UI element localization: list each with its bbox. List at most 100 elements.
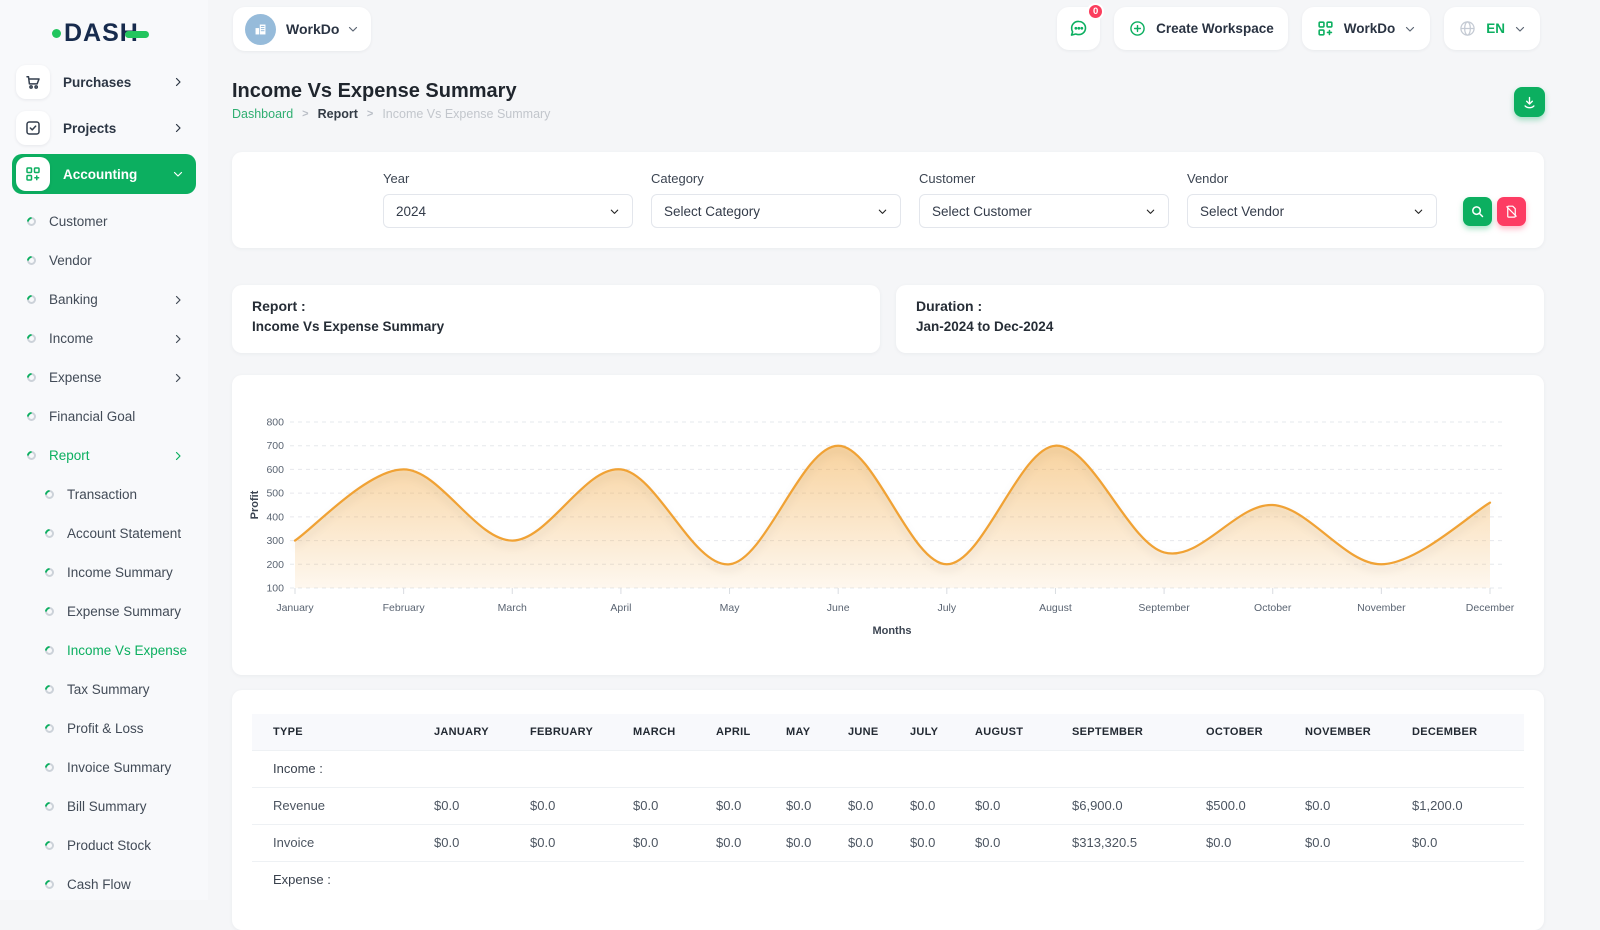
sidebar-item-account-statement[interactable]: Account Statement (0, 514, 208, 553)
sidebar-item-label: Income Vs Expense (67, 643, 187, 658)
customer-select-value: Select Customer (932, 204, 1032, 219)
col-header: NOVEMBER (1305, 714, 1412, 750)
cell: $0.0 (1305, 824, 1412, 861)
sidebar-item-projects[interactable]: Projects (12, 108, 196, 148)
sidebar-item-label: Income Summary (67, 565, 173, 580)
sidebar-item-income-vs-expense[interactable]: Income Vs Expense (0, 631, 208, 670)
bullet-icon (25, 293, 38, 306)
clear-filter-icon (1504, 204, 1519, 219)
bullet-icon (43, 605, 56, 618)
bullet-icon (43, 800, 56, 813)
breadcrumb-report[interactable]: Report (318, 107, 358, 121)
sidebar-item-product-stock[interactable]: Product Stock (0, 826, 208, 865)
cell: $500.0 (1206, 787, 1305, 824)
chevron-down-icon (1404, 23, 1416, 35)
col-header: SEPTEMBER (1072, 714, 1206, 750)
breadcrumb: Dashboard > Report > Income Vs Expense S… (232, 107, 550, 121)
cell: $0.0 (848, 824, 910, 861)
year-select[interactable]: 2024 (383, 194, 633, 228)
svg-text:March: March (498, 602, 527, 614)
svg-text:July: July (937, 602, 956, 614)
duration-info-card: Duration : Jan-2024 to Dec-2024 (896, 285, 1544, 353)
report-info-card: Report : Income Vs Expense Summary (232, 285, 880, 353)
chevron-down-icon (1145, 206, 1156, 217)
col-header: JANUARY (434, 714, 530, 750)
cell: $0.0 (530, 824, 633, 861)
download-button[interactable] (1514, 87, 1545, 117)
page-title: Income Vs Expense Summary (232, 80, 517, 103)
sidebar-item-label: Tax Summary (67, 682, 150, 697)
sidebar-item-expense[interactable]: Expense (0, 358, 208, 397)
bullet-icon (43, 644, 56, 657)
sidebar-item-label: Income (49, 331, 93, 346)
search-icon (1470, 204, 1485, 219)
reset-filter-button[interactable] (1497, 197, 1526, 226)
breadcrumb-dashboard[interactable]: Dashboard (232, 107, 293, 121)
profit-area-chart: 100200300400500600700800JanuaryFebruaryM… (232, 375, 1544, 675)
sidebar-item-income[interactable]: Income (0, 319, 208, 358)
cell: $313,320.5 (1072, 824, 1206, 861)
sidebar-item-financial-goal[interactable]: Financial Goal (0, 397, 208, 436)
cell: $0.0 (786, 824, 848, 861)
workspace-menu-button[interactable]: WorkDo (1302, 7, 1431, 50)
breadcrumb-separator: > (367, 108, 373, 120)
col-header: MAY (786, 714, 848, 750)
table-header-row: TYPE JANUARY FEBRUARY MARCH APRIL MAY JU… (252, 714, 1524, 750)
cell: $0.0 (530, 787, 633, 824)
chevron-down-icon (609, 206, 620, 217)
language-selector[interactable]: EN (1444, 7, 1540, 50)
sidebar-item-invoice-summary[interactable]: Invoice Summary (0, 748, 208, 787)
sidebar-item-report[interactable]: Report (0, 436, 208, 475)
filter-customer: Customer Select Customer (919, 171, 1169, 228)
bullet-icon (43, 761, 56, 774)
sidebar-item-purchases[interactable]: Purchases (12, 62, 196, 102)
sidebar-item-banking[interactable]: Banking (0, 280, 208, 319)
col-header: FEBRUARY (530, 714, 633, 750)
sidebar-item-label: Financial Goal (49, 409, 135, 424)
svg-text:May: May (720, 602, 741, 614)
svg-text:200: 200 (266, 559, 284, 571)
vendor-select[interactable]: Select Vendor (1187, 194, 1437, 228)
customer-label: Customer (919, 171, 1169, 186)
svg-text:November: November (1357, 602, 1406, 614)
category-select[interactable]: Select Category (651, 194, 901, 228)
sidebar-item-cash-flow[interactable]: Cash Flow (0, 865, 208, 904)
bullet-icon (25, 410, 38, 423)
create-workspace-button[interactable]: Create Workspace (1114, 7, 1288, 50)
cell: $0.0 (716, 787, 786, 824)
cell: $6,900.0 (1072, 787, 1206, 824)
sidebar-item-bill-summary[interactable]: Bill Summary (0, 787, 208, 826)
col-header: MARCH (633, 714, 716, 750)
cart-icon (16, 65, 50, 99)
sidebar-item-tax-summary[interactable]: Tax Summary (0, 670, 208, 709)
category-select-value: Select Category (664, 204, 760, 219)
row-type: Invoice (252, 824, 434, 861)
svg-text:June: June (827, 602, 850, 614)
svg-text:100: 100 (266, 583, 284, 595)
chevron-down-icon (172, 168, 184, 180)
workspace-selector[interactable]: WorkDo (233, 7, 371, 51)
sidebar-item-income-summary[interactable]: Income Summary (0, 553, 208, 592)
col-header: DECEMBER (1412, 714, 1524, 750)
customer-select[interactable]: Select Customer (919, 194, 1169, 228)
sidebar-item-label: Bill Summary (67, 799, 147, 814)
sidebar-item-vendor[interactable]: Vendor (0, 241, 208, 280)
chevron-right-icon (172, 76, 184, 88)
apply-filter-button[interactable] (1463, 197, 1492, 226)
col-header: JULY (910, 714, 975, 750)
breadcrumb-current: Income Vs Expense Summary (382, 107, 550, 121)
cell: $0.0 (1412, 824, 1524, 861)
sidebar-item-transaction[interactable]: Transaction (0, 475, 208, 514)
svg-text:500: 500 (266, 488, 284, 500)
sidebar-item-customer[interactable]: Customer (0, 202, 208, 241)
sidebar-item-accounting[interactable]: Accounting (12, 154, 196, 194)
sidebar-item-profit-loss[interactable]: Profit & Loss (0, 709, 208, 748)
filter-vendor: Vendor Select Vendor (1187, 171, 1437, 228)
cell: $0.0 (1305, 787, 1412, 824)
messages-button[interactable]: 0 (1057, 7, 1100, 50)
sidebar-item-label: Cash Flow (67, 877, 131, 892)
vendor-label: Vendor (1187, 171, 1437, 186)
bullet-icon (43, 488, 56, 501)
income-expense-table: TYPE JANUARY FEBRUARY MARCH APRIL MAY JU… (252, 714, 1524, 898)
sidebar-item-expense-summary[interactable]: Expense Summary (0, 592, 208, 631)
